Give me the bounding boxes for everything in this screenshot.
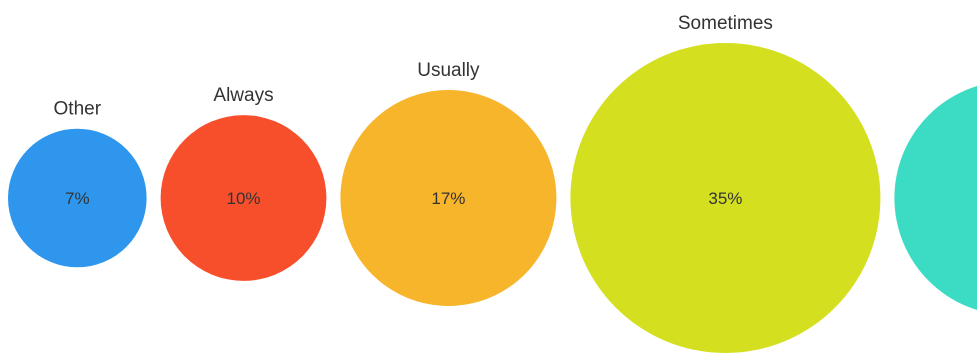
bubble-label-usually: Usually — [417, 60, 480, 81]
bubbles-group: 7%Other10%Always17%Usually35%Sometimes20… — [8, 13, 977, 353]
bubble-value-always: 10% — [226, 189, 260, 208]
bubble-always — [160, 115, 327, 281]
bubble-value-usually: 17% — [431, 189, 465, 208]
bubble-value-sometimes: 35% — [708, 189, 742, 208]
bubble-usually — [340, 90, 557, 306]
bubble-label-always: Always — [213, 85, 273, 106]
bubble-value-other: 7% — [65, 189, 90, 208]
bubble-sometimes — [570, 43, 881, 353]
bubble-other — [8, 128, 147, 268]
bubble-label-sometimes: Sometimes — [678, 13, 773, 34]
bubble-rarely — [894, 86, 977, 310]
bubble-label-other: Other — [54, 99, 102, 120]
